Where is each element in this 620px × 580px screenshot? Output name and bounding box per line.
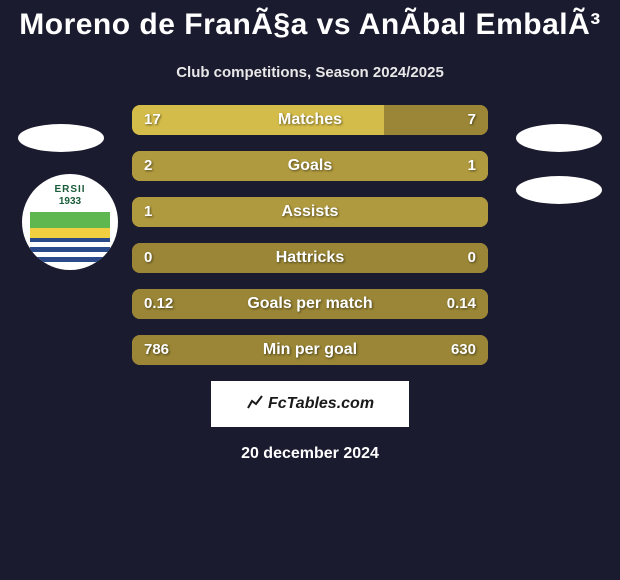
stat-row: 00Hattricks [132, 243, 488, 273]
stat-row: 1Assists [132, 197, 488, 227]
stats-comparison: 177Matches 21Goals 1Assists 00Hattricks 0.12… [132, 105, 488, 365]
stat-row: 177Matches [132, 105, 488, 135]
stat-label: Goals [132, 151, 488, 181]
stat-row: 21Goals [132, 151, 488, 181]
stat-label: Assists [132, 197, 488, 227]
date-text: 20 december 2024 [0, 445, 620, 463]
stat-row: 786630Min per goal [132, 335, 488, 365]
team2-logo-placeholder-1 [516, 124, 602, 152]
team2-logo-placeholder-2 [516, 176, 602, 204]
subtitle: Club competitions, Season 2024/2025 [0, 64, 620, 81]
team1-logo-placeholder [18, 124, 104, 152]
stat-label: Goals per match [132, 289, 488, 319]
club-crest: ERSII 1933 [22, 174, 118, 270]
stat-row: 0.120.14Goals per match [132, 289, 488, 319]
branding-box[interactable]: FcTables.com [211, 381, 409, 427]
stat-label: Min per goal [132, 335, 488, 365]
stat-label: Hattricks [132, 243, 488, 273]
page-title: Moreno de FranÃ§a vs AnÃ­bal EmbalÃ³ [0, 0, 620, 42]
crest-year: 1933 [22, 196, 118, 207]
chart-icon [246, 393, 264, 416]
branding-text: FcTables.com [268, 395, 374, 413]
stat-label: Matches [132, 105, 488, 135]
crest-text: ERSII [22, 184, 118, 195]
